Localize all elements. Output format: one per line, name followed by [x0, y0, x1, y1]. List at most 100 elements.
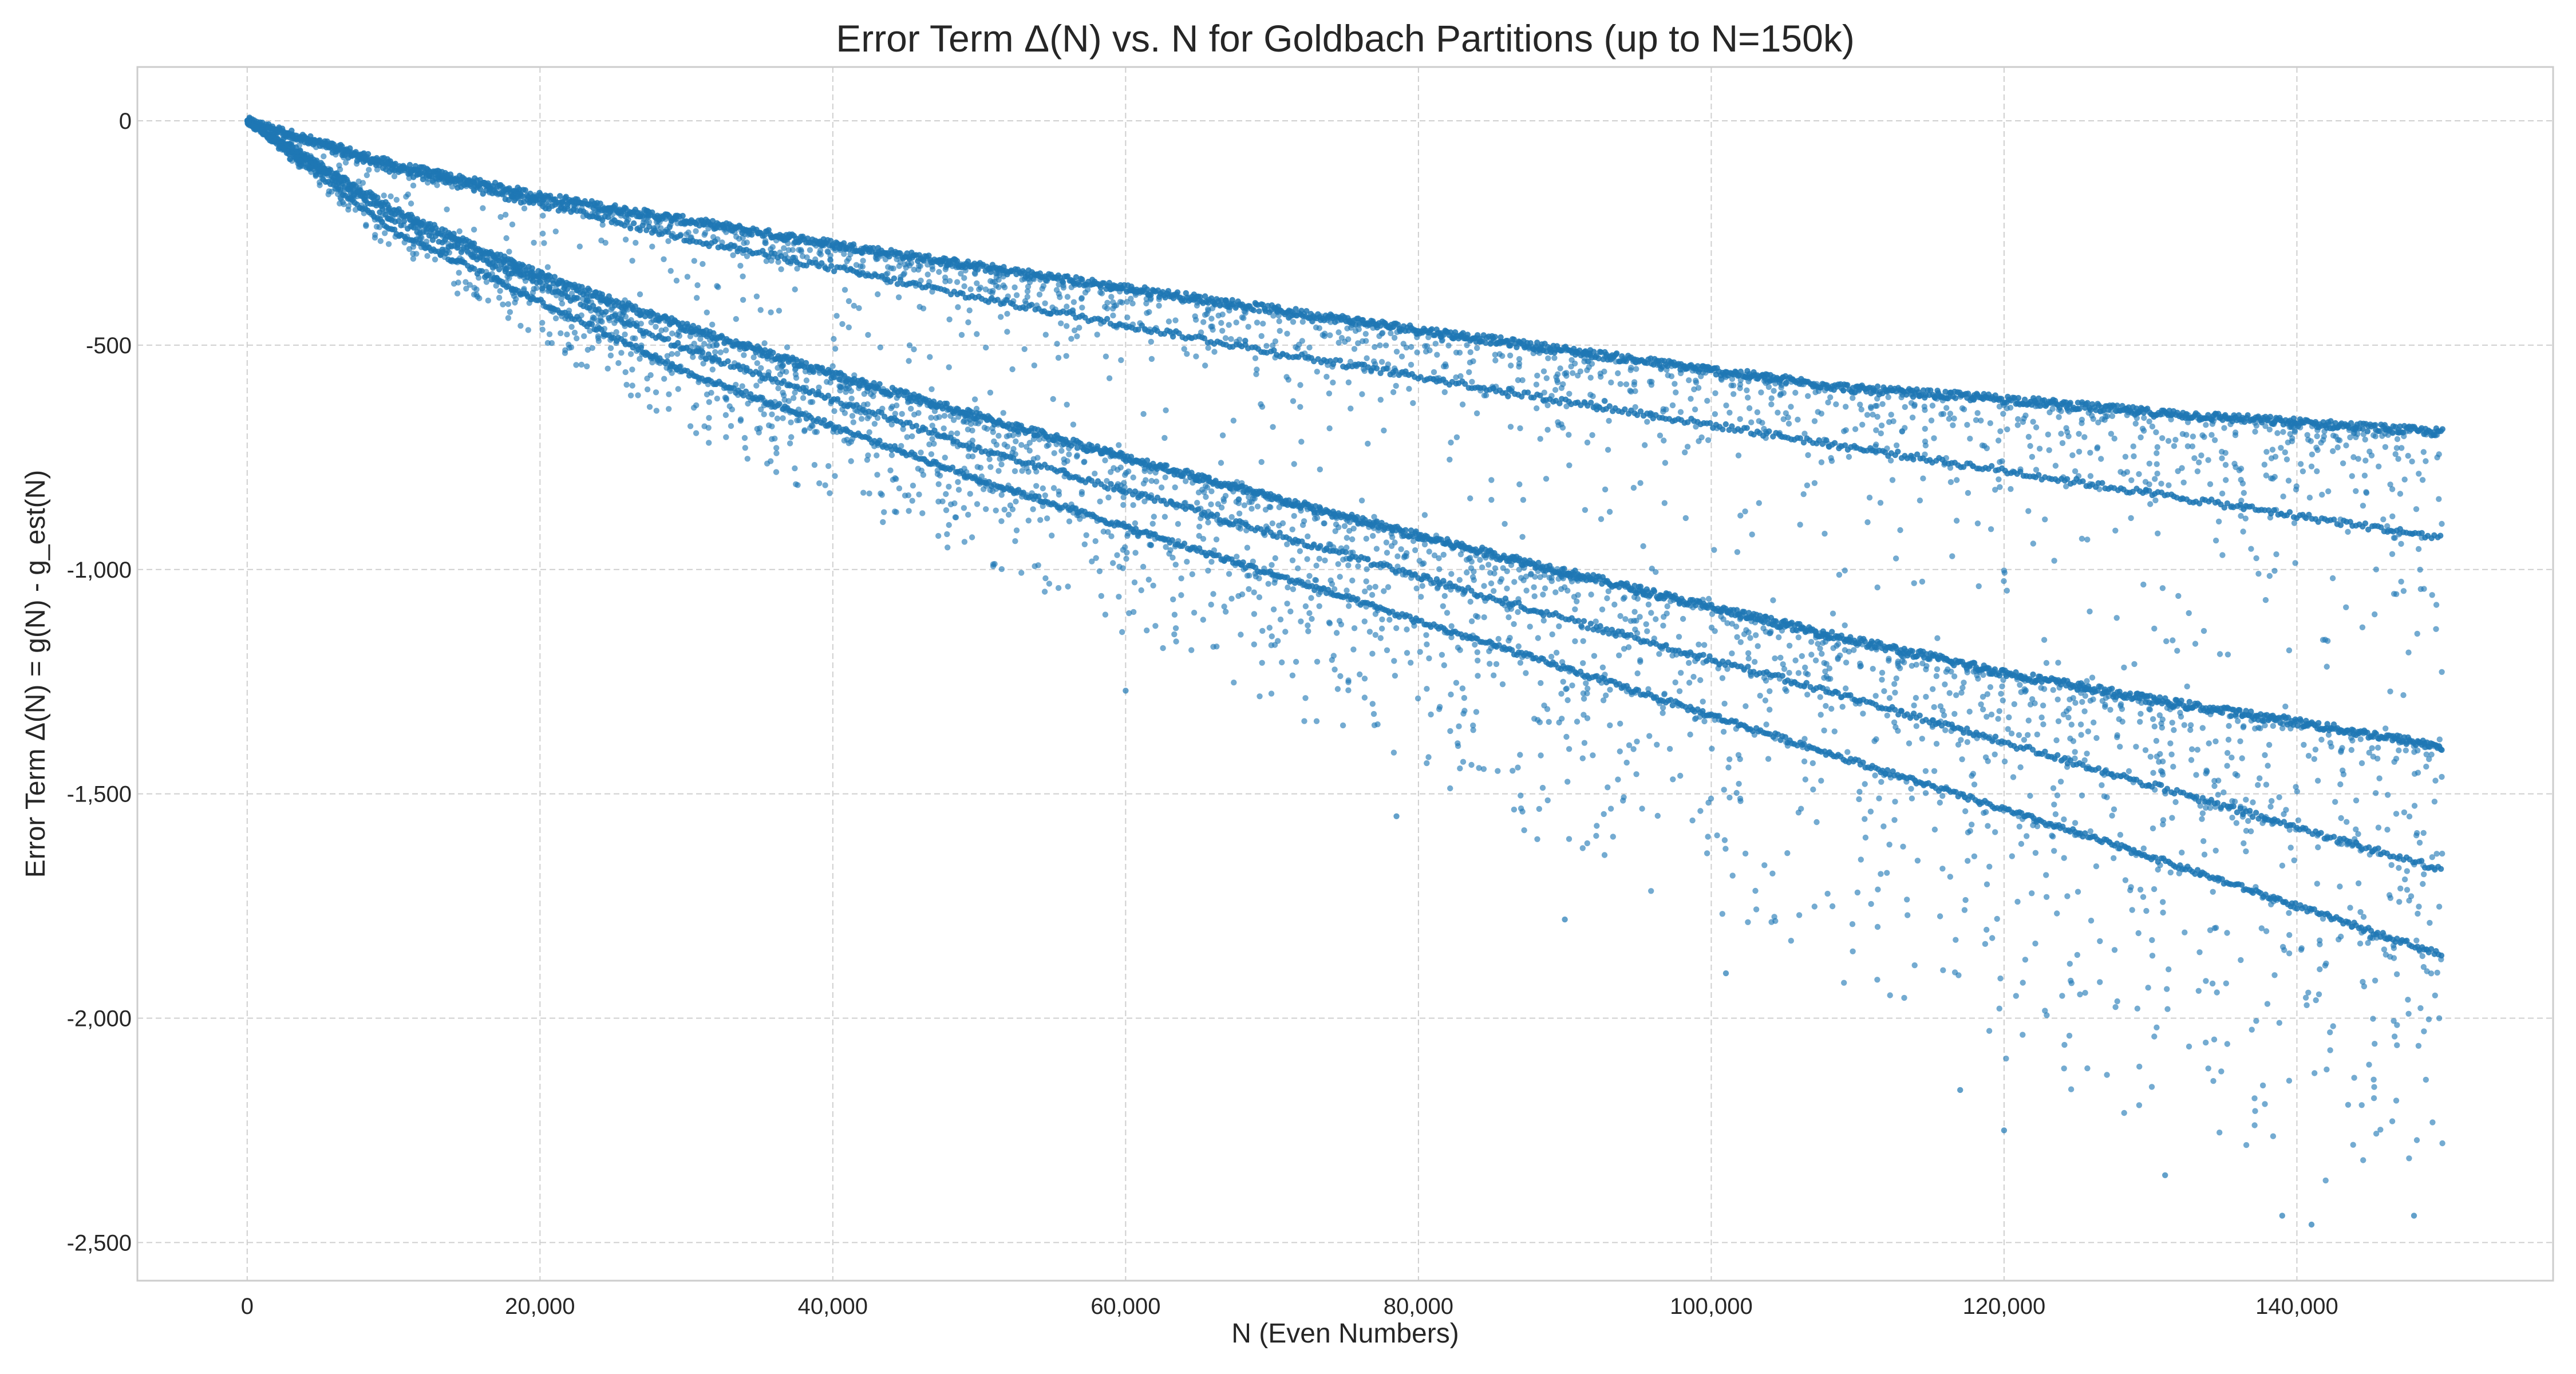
upper-lower-spread-point	[1021, 346, 1028, 352]
upper-lower-spread-point	[2267, 514, 2274, 521]
upper-band-point	[2069, 452, 2076, 459]
upper-band-point	[1874, 396, 1880, 402]
upper-lower-spread-point	[2278, 511, 2285, 517]
upper-band-point	[2314, 468, 2320, 475]
upper-lower-spread-point	[2042, 516, 2048, 523]
upper-band-point	[2233, 464, 2239, 471]
upper-band-point	[1902, 404, 1908, 410]
upper-band-point	[1693, 377, 1699, 384]
upper-band-point	[2180, 479, 2187, 485]
upper-lower-spread-point	[1161, 435, 1168, 441]
upper-band-point	[779, 233, 785, 239]
upper-band-point	[785, 240, 791, 247]
upper-band-point	[1946, 416, 1952, 422]
upper-band-point	[2320, 437, 2326, 443]
upper-lower-spread-point	[1953, 518, 1960, 524]
upper-band-point	[993, 283, 999, 289]
upper-band-point	[884, 270, 891, 277]
upper-lower-spread-point	[425, 176, 431, 182]
upper-inner-line-point	[1383, 365, 1390, 372]
upper-lower-spread-point	[740, 273, 746, 279]
upper-lower-spread-point	[657, 229, 663, 235]
upper-band-point	[1073, 281, 1080, 287]
upper-band-point	[2087, 473, 2094, 479]
upper-band-point	[1117, 299, 1124, 305]
upper-band-point	[2439, 520, 2445, 527]
upper-inner-line-point	[2271, 507, 2277, 514]
upper-lower-spread-point	[521, 205, 528, 212]
upper-band-point	[1464, 342, 1470, 349]
upper-band-point	[2270, 475, 2276, 482]
upper-band-point	[1971, 396, 1977, 402]
upper-band-point	[1275, 312, 1282, 319]
upper-band-point	[1852, 426, 1859, 432]
upper-band-point	[2360, 503, 2366, 509]
upper-lower-spread-point	[1874, 584, 1880, 591]
upper-lower-spread-point	[1662, 460, 1669, 466]
upper-band-point	[2087, 404, 2093, 411]
upper-band-point	[1540, 368, 1547, 374]
upper-band-point	[1943, 405, 1950, 411]
upper-band-point	[1909, 414, 1916, 421]
upper-band-point	[1669, 363, 1675, 369]
upper-band-point	[1516, 364, 1522, 370]
upper-lower-spread-point	[1297, 382, 1303, 388]
upper-band-point	[1110, 312, 1116, 319]
upper-band-point	[1457, 373, 1464, 380]
upper-band-point	[743, 227, 749, 234]
upper-band-point	[1039, 286, 1045, 292]
upper-band-point	[936, 269, 942, 275]
upper-band-point	[1024, 288, 1031, 294]
upper-lower-spread-point	[388, 193, 394, 200]
upper-band-point	[1165, 318, 1172, 325]
upper-band-point	[2032, 403, 2038, 409]
upper-band-point	[924, 255, 931, 262]
upper-band-point	[1557, 365, 1563, 372]
upper-band-point	[1758, 389, 1764, 396]
upper-band-point	[1999, 458, 2005, 464]
upper-band-point	[2207, 481, 2214, 487]
upper-band-point	[1778, 384, 1784, 391]
upper-lower-spread-point	[694, 295, 700, 301]
upper-band-point	[1552, 386, 1559, 393]
upper-band-point	[1394, 329, 1400, 335]
upper-lower-spread-point	[2439, 669, 2445, 676]
upper-lower-spread-point	[749, 250, 756, 256]
upper-lower-spread-point	[2079, 535, 2085, 542]
upper-lower-spread-point	[2385, 527, 2392, 534]
upper-inner-line-point	[1744, 425, 1750, 431]
upper-band-point	[1200, 319, 1207, 325]
upper-lower-spread-point	[1054, 341, 1060, 347]
upper-band-point	[1684, 364, 1691, 370]
upper-band-point	[2128, 477, 2135, 483]
upper-band-point	[1788, 378, 1795, 385]
upper-lower-spread-point	[390, 168, 397, 174]
upper-band-point	[901, 270, 908, 277]
upper-lower-spread-point	[2112, 527, 2119, 534]
upper-band-point	[1890, 418, 1897, 424]
upper-band-point	[1110, 285, 1116, 291]
upper-inner-line-point	[552, 202, 558, 208]
upper-lower-spread-point	[1734, 549, 1741, 555]
upper-lower-spread-point	[2001, 578, 2007, 585]
upper-band-point	[2381, 425, 2388, 432]
upper-band-point	[2436, 451, 2442, 457]
upper-band-point	[1818, 410, 1824, 417]
upper-band-point	[1338, 317, 1345, 323]
upper-inner-line-point	[1722, 421, 1729, 428]
upper-band-point	[943, 264, 949, 270]
upper-lower-spread-point	[2429, 592, 2435, 598]
upper-lower-spread-point	[1661, 500, 1668, 506]
upper-lower-spread-point	[1291, 461, 1297, 467]
upper-band-point	[1492, 352, 1498, 358]
upper-lower-spread-point	[2004, 587, 2010, 594]
upper-band-point	[1788, 404, 1794, 410]
upper-band-point	[1388, 330, 1394, 337]
upper-band-point	[1627, 388, 1633, 394]
upper-lower-spread-point	[1970, 463, 1976, 469]
upper-band-point	[550, 196, 556, 203]
upper-band-point	[967, 286, 974, 293]
upper-band-point	[2227, 421, 2234, 428]
upper-lower-spread-point	[1358, 498, 1365, 504]
upper-lower-spread-point	[1605, 447, 1611, 453]
